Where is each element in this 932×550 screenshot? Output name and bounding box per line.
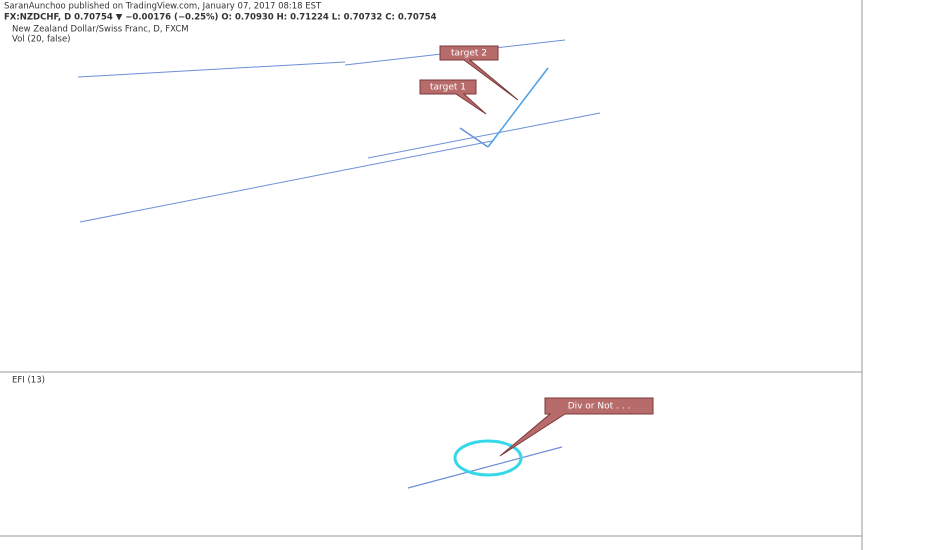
callout xyxy=(439,45,519,101)
efi-trend-line xyxy=(407,446,563,489)
callout xyxy=(499,397,654,457)
callout-text: target 2 xyxy=(451,49,487,59)
callout-text: Div or Not . . . xyxy=(568,402,631,412)
volume-label: Vol (20, false) xyxy=(12,35,71,45)
chart-title: New Zealand Dollar/Swiss Franc, D, FXCM xyxy=(12,25,189,35)
arrow xyxy=(459,127,489,148)
efi-label: EFI (13) xyxy=(12,376,45,386)
highlight-circle xyxy=(453,439,523,477)
arrow xyxy=(487,67,549,148)
symbol-line: FX:NZDCHF, D 0.70754 ▼ −0.00176 (−0.25%)… xyxy=(4,13,437,23)
overlay: target 2 target 1 Div or Not . . . xyxy=(0,0,863,550)
callout xyxy=(419,79,487,115)
publisher-line: SaranAunchoo published on TradingView.co… xyxy=(4,2,322,12)
callout-text: target 1 xyxy=(430,83,466,93)
trend-line xyxy=(79,140,493,223)
trend-line xyxy=(77,61,346,78)
trend-line xyxy=(367,112,601,159)
